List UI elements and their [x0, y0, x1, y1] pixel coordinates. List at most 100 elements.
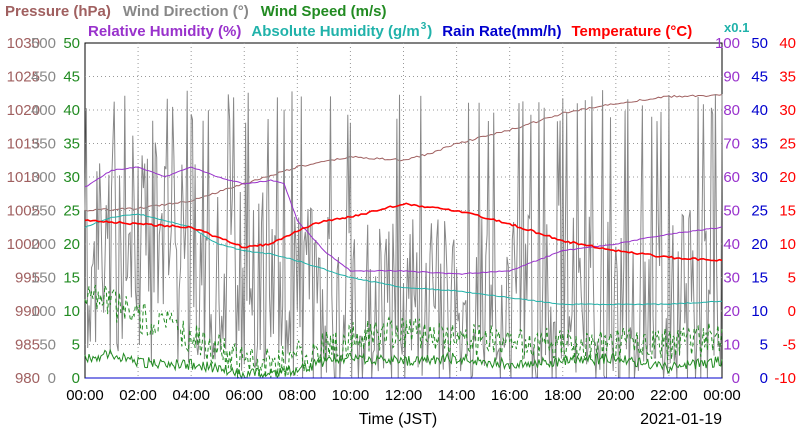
- tick-label-rain: 30: [751, 169, 768, 186]
- tick-label-wind_dir: 0: [48, 370, 56, 387]
- tick-label-wind_dir: 450: [31, 69, 56, 86]
- tick-label-wind_dir: 50: [39, 337, 56, 354]
- titles-row-1: Pressure (hPa) Wind Direction (°) Wind Spe…: [5, 3, 386, 20]
- tick-label-wind_dir: 500: [31, 35, 56, 52]
- tick-label-pressure: 1005: [7, 203, 40, 220]
- tick-label-temp: 40: [779, 35, 796, 52]
- tick-label-rain: 0: [760, 370, 768, 387]
- axes: 9809859909951000100510101015102010251030…: [7, 35, 796, 404]
- legend-title-wind_dir: Wind Direction (°): [123, 3, 249, 20]
- tick-label-temp: 25: [779, 136, 796, 153]
- x-tick-label: 22:00: [650, 387, 688, 404]
- tick-label-wind_speed: 30: [63, 169, 80, 186]
- x-tick-label: 12:00: [385, 387, 423, 404]
- tick-label-wind_speed: 40: [63, 102, 80, 119]
- tick-label-pressure: 990: [15, 303, 40, 320]
- tick-label-pressure: 1030: [7, 35, 40, 52]
- x-axis-label: Time (JST): [359, 411, 438, 428]
- tick-label-wind_dir: 350: [31, 136, 56, 153]
- x-tick-label: 08:00: [279, 387, 317, 404]
- x-tick-label: 18:00: [544, 387, 582, 404]
- tick-label-rain: 45: [751, 69, 768, 86]
- series-line-temp: [84, 202, 723, 262]
- legend-title-pressure: Pressure (hPa): [5, 3, 111, 20]
- x-tick-label: 06:00: [225, 387, 263, 404]
- tick-label-rh: 80: [723, 102, 740, 119]
- legend-title-wind_speed: Wind Speed (m/s): [261, 3, 387, 20]
- date-label: 2021-01-19: [640, 411, 722, 428]
- tick-label-pressure: 995: [15, 270, 40, 287]
- tick-label-wind_dir: 300: [31, 169, 56, 186]
- tick-label-wind_dir: 250: [31, 203, 56, 220]
- series-line-rh: [84, 166, 723, 275]
- legend-title-abs-humidity-superscript: 3: [421, 21, 427, 32]
- tick-label-temp: -5: [783, 337, 796, 354]
- legend-title-abs-humidity-close: ): [427, 23, 432, 40]
- x-tick-label: 20:00: [597, 387, 635, 404]
- series-line-wind_dir: [84, 90, 723, 380]
- x-tick-label: 00:00: [703, 387, 741, 404]
- tick-label-rain: 25: [751, 203, 768, 220]
- plot-frame: [84, 42, 723, 379]
- tick-label-wind_speed: 35: [63, 136, 80, 153]
- tick-label-temp: 0: [788, 303, 796, 320]
- tick-label-wind_dir: 150: [31, 270, 56, 287]
- tick-label-temp: 5: [788, 270, 796, 287]
- tick-label-rain: 20: [751, 236, 768, 253]
- tick-label-pressure: 1025: [7, 69, 40, 86]
- tick-label-rh: 20: [723, 303, 740, 320]
- tick-label-wind_speed: 50: [63, 35, 80, 52]
- tick-label-wind_speed: 45: [63, 69, 80, 86]
- tick-label-rh: 10: [723, 337, 740, 354]
- tick-label-rh: 30: [723, 270, 740, 287]
- x-tick-label: 14:00: [438, 387, 476, 404]
- x-tick-label: 02:00: [119, 387, 157, 404]
- tick-label-wind_speed: 25: [63, 203, 80, 220]
- plot-area: [84, 42, 723, 380]
- legend-title-temp: Temperature (°C): [571, 23, 692, 40]
- tick-label-rain: 15: [751, 270, 768, 287]
- tick-label-wind_speed: 10: [63, 303, 80, 320]
- abs-humidity-multiplier: x0.1: [724, 20, 749, 35]
- tick-label-rh: 50: [723, 203, 740, 220]
- tick-label-rain: 35: [751, 136, 768, 153]
- legend-title-rain: Rain Rate(mm/h): [442, 23, 561, 40]
- tick-label-pressure: 985: [15, 337, 40, 354]
- tick-label-pressure: 1000: [7, 236, 40, 253]
- tick-label-rain: 5: [760, 337, 768, 354]
- series-line-wind_speed-gust: [84, 284, 723, 380]
- tick-label-rh: 0: [732, 370, 740, 387]
- tick-label-pressure: 980: [15, 370, 40, 387]
- tick-label-wind_dir: 200: [31, 236, 56, 253]
- tick-label-temp: 30: [779, 102, 796, 119]
- tick-label-rh: 90: [723, 69, 740, 86]
- x-tick-label: 04:00: [172, 387, 210, 404]
- tick-label-wind_dir: 100: [31, 303, 56, 320]
- series-line-wind_speed: [84, 348, 723, 380]
- tick-label-wind_dir: 400: [31, 102, 56, 119]
- tick-label-pressure: 1020: [7, 102, 40, 119]
- tick-label-temp: 20: [779, 169, 796, 186]
- x-tick-label: 16:00: [491, 387, 529, 404]
- tick-label-rh: 60: [723, 169, 740, 186]
- tick-label-rain: 40: [751, 102, 768, 119]
- titles-row-2: Relative Humidity (%) Absolute Humidity (…: [88, 20, 749, 40]
- tick-label-wind_speed: 15: [63, 270, 80, 287]
- tick-label-wind_speed: 20: [63, 236, 80, 253]
- tick-label-wind_speed: 0: [72, 370, 80, 387]
- tick-label-rh: 70: [723, 136, 740, 153]
- x-tick-label: 10:00: [332, 387, 370, 404]
- tick-label-rh: 100: [715, 35, 740, 52]
- legend-title-abs-humidity: Absolute Humidity (g/m: [251, 23, 419, 40]
- tick-label-temp: 10: [779, 236, 796, 253]
- tick-label-rain: 10: [751, 303, 768, 320]
- tick-label-wind_speed: 5: [72, 337, 80, 354]
- series-line-pressure: [84, 94, 723, 212]
- x-tick-label: 00:00: [66, 387, 104, 404]
- tick-label-pressure: 1015: [7, 136, 40, 153]
- tick-label-temp: 15: [779, 203, 796, 220]
- tick-label-rain: 50: [751, 35, 768, 52]
- tick-label-rh: 40: [723, 236, 740, 253]
- tick-label-temp: 35: [779, 69, 796, 86]
